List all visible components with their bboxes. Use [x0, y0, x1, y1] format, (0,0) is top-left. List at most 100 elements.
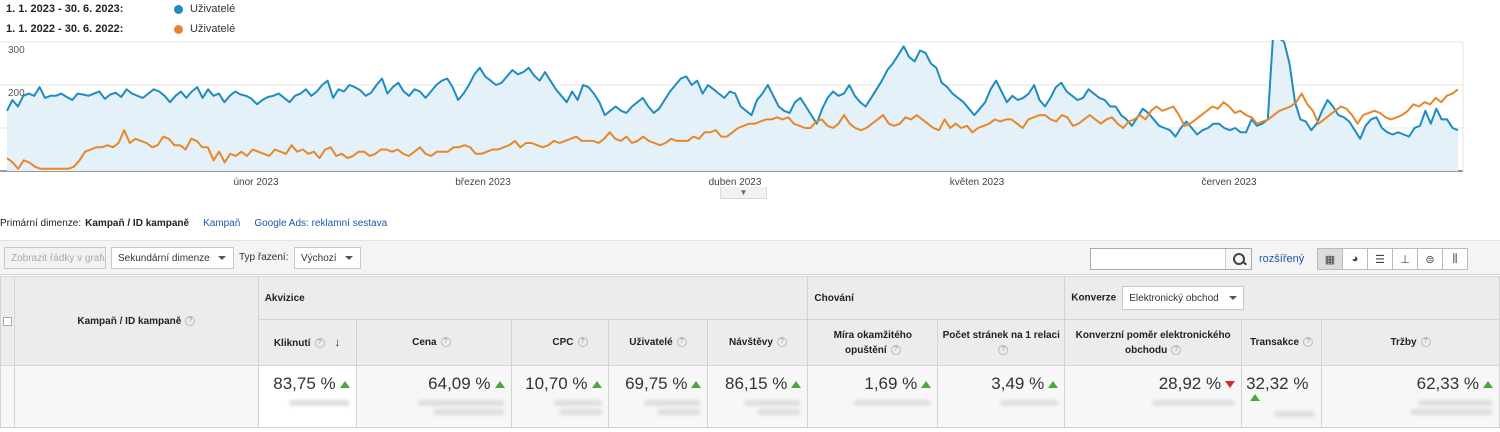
column-label: Kliknutí	[273, 337, 311, 349]
sort-type-label: Typ řazení:	[239, 252, 289, 263]
select-all-checkbox[interactable]	[2, 316, 12, 326]
help-icon[interactable]: ?	[185, 315, 196, 326]
conversion-group-label: Konverze	[1071, 292, 1117, 304]
campaign-column-header[interactable]: Kampaň / ID kampaně?	[13, 276, 259, 366]
cell-pages-per-session: 3,49 %	[937, 365, 1066, 428]
cell-bounce-rate: 1,69 %	[807, 365, 939, 428]
legend-dot-blue-icon	[174, 4, 183, 14]
x-tick-label: červen 2023	[1201, 177, 1256, 188]
primary-dimension-bar: Primární dimenze: Kampaň / ID kampaně Ka…	[0, 218, 387, 229]
blurred-value	[1273, 411, 1316, 417]
cell-value: 64,09 %	[428, 374, 491, 393]
secondary-dimension-label: Sekundární dimenze	[118, 252, 210, 264]
table-view-icon[interactable]: ▦	[1317, 248, 1343, 270]
comparison-view-icon[interactable]: ⊥	[1392, 248, 1418, 270]
help-icon[interactable]: ?	[440, 337, 451, 348]
cell-value: 83,75 %	[273, 374, 336, 393]
advanced-filter-link[interactable]: rozšířený	[1259, 253, 1305, 265]
column-header-cpc[interactable]: CPC?	[510, 319, 609, 366]
pie-view-icon[interactable]: ◕	[1342, 248, 1368, 270]
legend-dot-orange-icon	[174, 24, 183, 34]
cell-users: 69,75 %	[607, 365, 709, 428]
column-label: Tržby	[1390, 337, 1417, 348]
y-tick-label: 200	[8, 88, 25, 99]
arrow-up-icon	[691, 380, 702, 388]
column-header-pages-per-session[interactable]: Počet stránek na 1 relaci?	[937, 319, 1066, 366]
cell-value: 69,75 %	[625, 374, 688, 393]
column-header-revenue[interactable]: Tržby?	[1321, 319, 1500, 366]
table-toolbar: Zobrazit řádky v grafu Sekundární dimenz…	[0, 240, 1500, 275]
column-label: CPC	[552, 337, 574, 348]
help-icon[interactable]: ?	[1303, 337, 1314, 348]
column-label: Konverzní poměr elektronického obchodu	[1075, 329, 1231, 356]
column-header-users[interactable]: Uživatelé?	[607, 319, 709, 366]
column-header-cost[interactable]: Cena?	[355, 319, 512, 366]
legend-label-current: Uživatelé	[190, 3, 236, 15]
secondary-dimension-dropdown[interactable]: Sekundární dimenze	[111, 247, 234, 269]
arrow-down-red-icon	[1225, 380, 1236, 388]
column-header-clicks[interactable]: Kliknutí? ↓	[257, 319, 357, 366]
chart-collapse-toggle[interactable]: ▼	[720, 187, 767, 199]
cell-value: 86,15 %	[725, 374, 788, 393]
search-icon[interactable]	[1225, 249, 1251, 269]
behavior-group-header: Chování	[807, 276, 1066, 320]
column-label: Transakce	[1250, 337, 1300, 348]
cell-value: 28,92 %	[1158, 374, 1222, 393]
series-line-current	[6, 40, 1459, 140]
chevron-down-icon	[217, 256, 226, 260]
column-label: Počet stránek na 1 relaci	[942, 329, 1060, 341]
view-switcher: ▦ ◕ ☰ ⊥ ⊜ ⫼	[1317, 248, 1468, 270]
sort-desc-icon[interactable]: ↓	[334, 334, 341, 349]
arrow-up-icon	[791, 380, 802, 388]
sort-type-dropdown[interactable]: Výchozí	[294, 247, 361, 269]
column-header-ecommerce-rate[interactable]: Konverzní poměr elektronického obchodu?	[1064, 319, 1243, 366]
table-row: 83,75 % 64,09 % 10,70 % 69,75 % 86,15 % …	[0, 365, 1500, 428]
y-tick-label: 300	[8, 45, 25, 56]
column-header-sessions[interactable]: Návštěvy?	[707, 319, 809, 366]
performance-view-icon[interactable]: ☰	[1367, 248, 1393, 270]
cell-revenue: 62,33 %	[1321, 365, 1500, 428]
help-icon[interactable]: ?	[314, 337, 325, 348]
arrow-down-green-icon	[921, 380, 932, 388]
plot-rows-button[interactable]: Zobrazit řádky v grafu	[4, 247, 106, 269]
conversion-type-value: Elektronický obchod	[1129, 292, 1219, 304]
blurred-value	[554, 400, 602, 406]
caret-down-icon: ▼	[739, 188, 748, 197]
column-header-transactions[interactable]: Transakce?	[1241, 319, 1323, 366]
legend-range-previous: 1. 1. 2022 - 30. 6. 2022:	[6, 23, 124, 35]
conversion-type-dropdown[interactable]: Elektronický obchod	[1122, 286, 1244, 310]
blurred-value	[643, 400, 702, 406]
x-tick-label: únor 2023	[233, 177, 278, 188]
cell-cpc: 10,70 %	[510, 365, 609, 428]
help-icon[interactable]: ?	[1420, 337, 1431, 348]
primary-dimension-active: Kampaň / ID kampaně	[85, 218, 190, 229]
blurred-value	[656, 409, 702, 415]
column-header-bounce-rate[interactable]: Míra okamžitého opuštění?	[807, 319, 939, 366]
blurred-value	[418, 400, 505, 406]
blurred-value	[558, 409, 602, 415]
help-icon[interactable]: ?	[890, 344, 901, 355]
cell-value: 32,32 %	[1246, 374, 1309, 393]
search-input[interactable]	[1094, 250, 1224, 269]
pivot-view-icon[interactable]: ⫼	[1442, 248, 1468, 270]
help-icon[interactable]: ?	[676, 337, 687, 348]
cell-sessions: 86,15 %	[707, 365, 809, 428]
blurred-value	[1409, 409, 1493, 415]
dimension-link-adgroup[interactable]: Google Ads: reklamní sestava	[254, 218, 388, 229]
column-label: Míra okamžitého opuštění	[833, 329, 913, 356]
help-icon[interactable]: ?	[577, 337, 588, 348]
blurred-value	[432, 409, 505, 415]
help-icon[interactable]: ?	[776, 337, 787, 348]
legend-current: 1. 1. 2023 - 30. 6. 2023: Uživatelé	[6, 1, 235, 17]
x-tick-label: březen 2023	[455, 177, 511, 188]
help-icon[interactable]: ?	[998, 344, 1009, 355]
series-area-current	[7, 40, 1458, 171]
cell-value: 10,70 %	[525, 374, 588, 393]
acquisition-group-header: Akvizice	[257, 276, 809, 320]
term-cloud-view-icon[interactable]: ⊜	[1417, 248, 1443, 270]
legend-previous: 1. 1. 2022 - 30. 6. 2022: Uživatelé	[6, 21, 235, 37]
row-check-cell	[0, 365, 15, 428]
dimension-link-campaign[interactable]: Kampaň	[203, 218, 241, 229]
help-icon[interactable]: ?	[1171, 344, 1182, 355]
